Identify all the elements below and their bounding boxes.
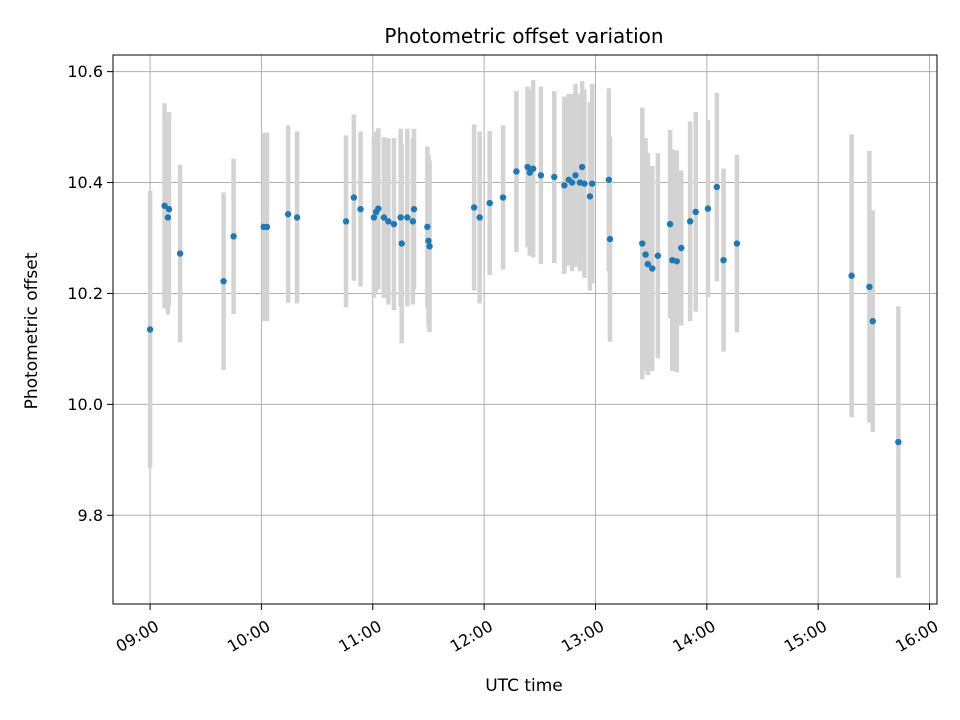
data-point: [424, 223, 431, 231]
data-point: [869, 317, 876, 325]
data-point: [385, 218, 392, 225]
data-point: [673, 258, 680, 265]
data-point: [398, 240, 405, 247]
y-axis-ticks: 9.8 10.0 10.2 10.4 10.6: [67, 62, 113, 525]
data-point: [350, 194, 358, 201]
data-point: [586, 193, 594, 200]
data-point: [642, 251, 649, 258]
data-point: [692, 208, 699, 216]
data-point: [529, 165, 537, 172]
data-point: [486, 199, 493, 207]
y-tick-label: 10.0: [67, 395, 103, 414]
data-point: [561, 182, 568, 189]
y-tick-label: 10.4: [67, 173, 103, 192]
data-point: [895, 438, 902, 446]
data-point: [176, 250, 184, 257]
data-point: [342, 218, 350, 225]
data-point: [370, 214, 378, 221]
data-point: [524, 163, 531, 171]
data-point: [704, 205, 712, 212]
data-point: [230, 233, 237, 240]
data-point: [404, 214, 411, 221]
data-point: [470, 204, 478, 211]
data-point: [581, 180, 588, 187]
data-point: [409, 218, 417, 225]
data-point: [572, 172, 579, 179]
data-point: [568, 179, 576, 186]
data-point: [220, 278, 227, 285]
data-point: [578, 163, 586, 171]
data-point: [476, 214, 483, 221]
data-point: [165, 205, 173, 213]
data-point: [848, 272, 855, 279]
data-point: [644, 260, 652, 268]
data-point: [666, 220, 674, 228]
data-point: [639, 240, 646, 247]
data-point: [720, 256, 727, 264]
data-point: [426, 243, 433, 250]
data-point: [263, 223, 271, 231]
data-point: [397, 214, 404, 221]
data-point: [551, 173, 558, 181]
data-point: [425, 237, 432, 244]
data-point: [499, 194, 507, 201]
data-point: [678, 244, 685, 252]
data-point: [537, 172, 545, 179]
data-point: [410, 205, 418, 213]
data-point: [713, 183, 721, 191]
y-tick-label: 10.2: [67, 284, 103, 303]
data-point: [284, 210, 292, 218]
y-tick-label: 10.6: [67, 62, 103, 81]
data-point: [375, 205, 382, 212]
data-point: [654, 252, 662, 259]
data-point: [146, 326, 154, 333]
data-point: [390, 220, 398, 228]
data-point: [380, 214, 388, 221]
data-point: [161, 202, 168, 210]
data-point: [649, 265, 656, 272]
y-tick-label: 9.8: [78, 506, 103, 525]
data-point: [605, 176, 613, 183]
data-points: [146, 163, 902, 446]
data-point: [357, 205, 364, 213]
plot-frame: [112, 54, 938, 605]
data-point: [164, 214, 172, 221]
data-point: [293, 214, 301, 221]
data-point: [866, 283, 873, 290]
data-point: [606, 235, 614, 243]
x-axis-label: UTC time: [485, 676, 563, 696]
data-point: [686, 218, 694, 225]
chart-title: Photometric offset variation: [384, 24, 663, 48]
y-axis-label: Photometric offset: [22, 252, 42, 409]
data-point: [588, 180, 596, 187]
data-point: [733, 240, 741, 247]
data-point: [513, 168, 520, 175]
